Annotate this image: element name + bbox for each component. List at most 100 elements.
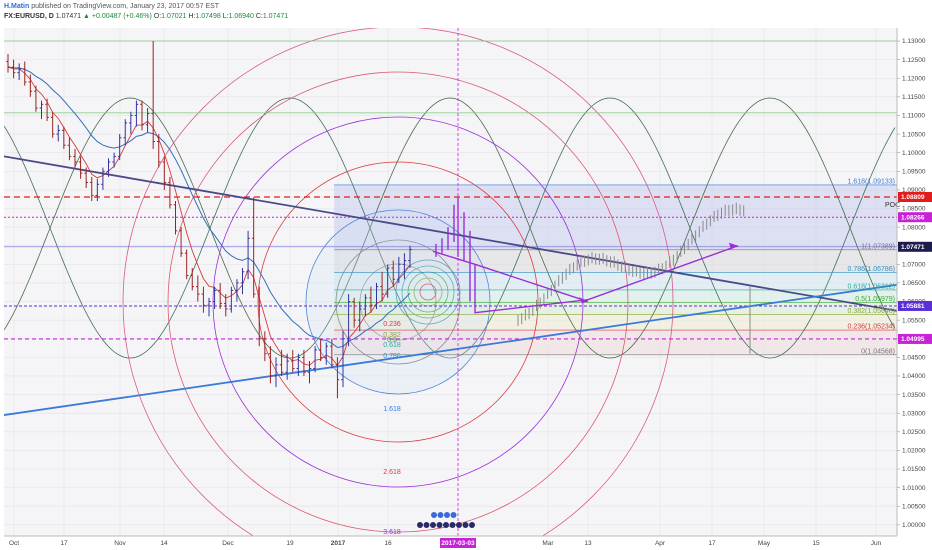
price-axis[interactable]: 1.13000 1.12500 1.12000 1.11500 1.11000 1.105… [897,38,926,529]
cursor-line: 2017-03-03 [440,28,476,548]
price-badge [898,241,932,252]
symbol-label[interactable]: FX:EURUSD, D [4,13,54,20]
y-tick-label: 1.09500 [902,168,926,175]
fib-circle-label: 0.786 [383,353,401,360]
author-name[interactable]: H.Matin [4,3,30,10]
event-marker-icon [430,522,436,528]
y-tick-label: 1.06500 [902,280,926,287]
trend-line-down [4,155,897,312]
x-tick-label: 19 [286,540,294,547]
price-badge-label: 1.08266 [901,214,925,221]
event-marker-icon [449,522,456,528]
price-badges: 1.08809 1.08266 1.07471 1.05881 1.04995 [898,191,932,344]
candles [6,41,412,399]
cursor-date-label: 2017-03-03 [441,540,475,547]
cursor-date-badge [440,538,476,548]
event-marker-icon [450,512,457,518]
y-tick-label: 1.08000 [902,224,926,231]
y-tick-label: 1.03000 [902,410,926,417]
fib-level-label: 1(1.07389) [861,243,895,250]
trend-line-up [4,283,897,416]
poc-label: POC [885,202,900,209]
sine-wave [4,97,896,359]
x-tick-label: Mar [542,540,554,547]
y-tick-label: 1.00500 [902,503,926,510]
projection-arrows [432,242,739,314]
sine-wave [4,97,896,359]
y-tick-label: 1.08500 [902,206,926,213]
change-arrow-icon: ▲ [83,13,90,20]
y-tick-label: 1.10500 [902,131,926,138]
fib-level-label: 0.382(1.05646) [848,308,895,315]
low-value: 1.06940 [228,13,254,20]
close-label: C: [255,13,263,20]
last-price: 1.07471 [55,13,82,20]
y-tick-label: 1.07000 [902,262,926,269]
publisher-line: H.Matin published on TradingView.com, Ja… [4,2,219,11]
fib-labels: 1.618(1.09133) 1(1.07389) 0.786(1.06786) 0.… [383,178,900,536]
event-marker-icon [443,522,449,528]
y-tick-label: 1.01500 [902,466,926,473]
event-marker-icon [456,522,462,528]
y-tick-label: 1.03500 [902,392,926,399]
price-badge-label: 1.08809 [901,194,925,201]
fib-level-label: 0.5(1.05979) [855,296,895,303]
fib-circle [335,239,461,365]
event-icons[interactable] [417,512,475,528]
x-tick-label: Dec [222,540,234,547]
fib-circle [257,161,539,443]
event-marker-icon [444,512,450,518]
sine-waves [4,97,896,359]
x-tick-label: Jun [871,540,882,547]
y-tick-label: 1.09000 [902,187,926,194]
arrow-path [474,245,739,314]
y-tick-label: 1.02500 [902,429,926,436]
published-text: published on TradingView.com, January 23… [31,3,220,10]
fib-circle [122,28,674,536]
x-tick-label: 17 [708,540,716,547]
event-marker-icon [437,512,444,518]
x-tick-label: Apr [655,540,666,547]
fib-zone [334,330,897,355]
horizontal-levels [4,40,897,356]
fib-circle-label: 2.618 [383,469,401,476]
projection-bars [435,197,751,354]
x-tick-label: 15 [812,540,820,547]
y-tick-label: 1.10000 [902,150,926,157]
x-tick-label: 16 [384,540,392,547]
high-label: H: [188,13,196,20]
fib-circle-label: 0.236 [383,321,401,328]
fib-circle [167,71,629,533]
y-tick-label: 1.12500 [902,57,926,64]
open-label: O: [153,13,162,20]
fib-circle-inner [413,277,443,307]
time-axis[interactable]: Oct 17 Nov 14 Dec 19 2017 16 Mar 13 Apr 17 May 15 Jun [9,540,882,547]
price-badge [898,333,932,344]
close-value: 1.07471 [262,13,289,20]
y-tick-label: 1.13000 [902,38,926,45]
event-marker-icon [462,522,469,528]
fib-level-label: 1.618(1.09133) [848,178,895,185]
fib-level-label: 0.236(1.05234) [848,324,895,331]
open-value: 1.07021 [161,13,187,20]
y-tick-label: 1.12000 [902,75,926,82]
high-value: 1.07498 [195,13,221,20]
price-badge [898,212,932,223]
event-marker-icon [423,522,430,528]
fib-circle-label: 0.618 [383,342,401,349]
fib-level-label: 0.786(1.06786) [848,266,895,273]
price-badge-label: 1.07471 [901,244,925,251]
fib-circle-inner [419,283,437,301]
y-tick-label: 1.11500 [902,94,925,101]
event-marker-icon [436,522,443,528]
x-tick-label: 2017 [331,540,346,547]
x-tick-label: 17 [60,540,68,547]
arrow-head [729,242,738,250]
y-tick-label: 1.01000 [902,485,926,492]
y-tick-label: 1.00000 [902,522,926,529]
y-tick-label: 1.04500 [902,355,926,362]
y-tick-label: 1.05500 [902,317,926,324]
fib-level-label: 0(1.04568) [861,348,895,355]
fib-circle-fill [306,210,490,394]
